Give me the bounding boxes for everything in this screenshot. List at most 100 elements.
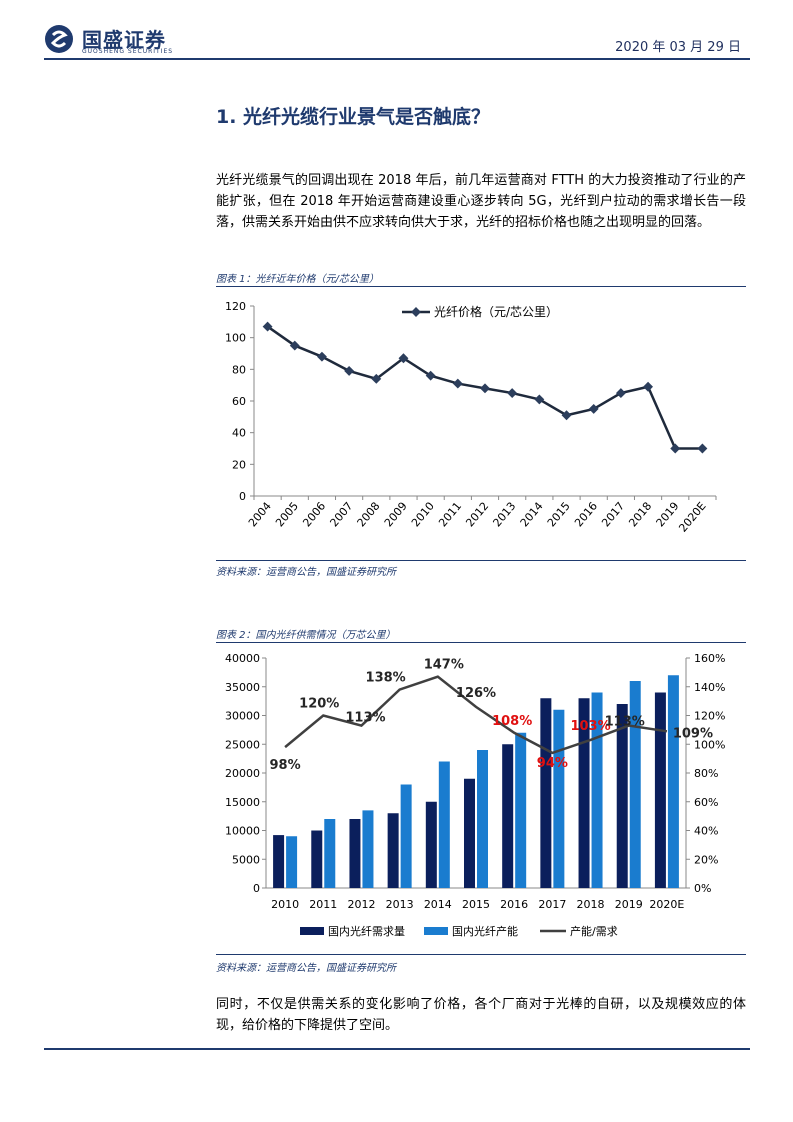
x-tick-label: 2017 [599, 500, 627, 530]
y-tick-label-right: 120% [694, 710, 725, 723]
data-point [561, 410, 572, 421]
bar-demand [502, 744, 514, 888]
x-tick-label: 2013 [491, 500, 519, 530]
y-tick-label-right: 140% [694, 681, 725, 694]
logo-icon [45, 25, 73, 53]
data-point [507, 388, 518, 399]
bar-capacity [438, 761, 450, 888]
x-tick-label: 2017 [538, 898, 566, 911]
x-tick-label: 2011 [309, 898, 337, 911]
x-tick-label: 2014 [518, 500, 546, 530]
section-heading: 1. 光纤光缆行业景气是否触底？ [216, 106, 491, 128]
y-tick-label-left: 10000 [225, 825, 260, 838]
bar-demand [616, 704, 628, 888]
x-tick-label: 2010 [271, 898, 299, 911]
y-tick-label-left: 20000 [225, 767, 260, 780]
y-tick-label-left: 5000 [232, 853, 260, 866]
x-tick-label: 2012 [347, 898, 375, 911]
data-point [371, 373, 382, 384]
data-label-ratio: 98% [270, 758, 301, 773]
y-tick-label: 0 [239, 490, 246, 503]
bar-demand [540, 698, 552, 888]
x-tick-label: 2020E [676, 500, 708, 535]
y-tick-label-left: 35000 [225, 681, 260, 694]
bar-capacity [362, 810, 374, 888]
figure-divider [216, 560, 746, 561]
x-tick-label: 2010 [409, 500, 437, 530]
data-label-ratio: 94% [537, 756, 568, 771]
y-tick-label-right: 20% [694, 853, 718, 866]
data-label-ratio: 103% [570, 719, 610, 734]
legend-swatch-capacity [424, 927, 448, 935]
brand-name-en: GUOSHENG SECURITIES [82, 48, 174, 55]
report-date: 2020 年 03 月 29 日 [615, 40, 741, 55]
figure-divider [216, 954, 746, 955]
x-tick-label: 2005 [273, 500, 301, 530]
x-tick-label: 2007 [327, 500, 355, 530]
x-tick-label: 2019 [615, 898, 643, 911]
legend-label: 国内光纤产能 [452, 924, 518, 938]
bar-capacity [591, 692, 603, 888]
legend-label: 光纤价格（元/芯公里） [434, 304, 558, 319]
y-tick-label-left: 25000 [225, 738, 260, 751]
data-point [262, 321, 273, 332]
bar-demand [273, 835, 285, 888]
y-tick-label-left: 0 [253, 882, 260, 895]
y-tick-label: 20 [232, 458, 246, 471]
x-tick-label: 2004 [246, 500, 274, 530]
x-tick-label: 2009 [382, 500, 410, 530]
y-tick-label-right: 160% [694, 652, 725, 665]
data-point [670, 443, 681, 454]
data-label-ratio: 113% [605, 715, 645, 730]
data-point [480, 383, 490, 394]
x-tick-label: 2011 [436, 500, 464, 530]
supply-demand-chart: 0 5000 10000 15000 20000 25000 30000 35000 40000… [225, 652, 725, 938]
data-label-ratio: 113% [345, 711, 385, 726]
y-tick-label: 80 [232, 363, 246, 376]
y-tick-label: 60 [232, 395, 246, 408]
x-tick-label: 2014 [424, 898, 452, 911]
data-point [344, 365, 355, 376]
data-label-ratio: 147% [424, 658, 464, 673]
x-tick-label: 2020E [649, 898, 684, 911]
data-label-ratio: 138% [366, 671, 406, 686]
body-paragraph: 同时，不仅是供需关系的变化影响了价格，各个厂商对于光棒的自研，以及规模效应的体现… [216, 997, 746, 1033]
bar-capacity [286, 836, 298, 888]
bar-demand [578, 698, 590, 888]
data-label-ratio: 109% [673, 726, 713, 741]
bar-demand [387, 813, 399, 888]
x-tick-label: 2006 [300, 500, 328, 530]
bar-capacity [629, 681, 641, 888]
body-paragraph: 光纤光缆景气的回调出现在 2018 年后，前几年运营商对 FTTH 的大力投资推… [216, 173, 746, 230]
data-point [643, 381, 654, 392]
bar-demand [464, 778, 475, 888]
bar-demand [349, 819, 361, 888]
y-tick-label-left: 40000 [225, 652, 260, 665]
bar-capacity [400, 784, 412, 888]
data-point [697, 443, 708, 454]
figure-source: 资料来源：运营商公告，国盛证券研究所 [216, 567, 396, 578]
y-tick-label: 100 [225, 332, 246, 345]
legend-label: 国内光纤需求量 [328, 924, 405, 938]
series-line-ratio [284, 675, 668, 755]
legend-label: 产能/需求 [570, 924, 618, 938]
figure-divider [216, 642, 746, 643]
x-tick-label: 2018 [577, 898, 605, 911]
x-tick-label: 2016 [572, 500, 600, 530]
data-point [316, 351, 327, 362]
brand-name: 国盛证券 [82, 28, 166, 52]
bar-capacity [553, 709, 565, 888]
data-label-ratio: 108% [492, 714, 532, 729]
x-tick-label: 2015 [545, 500, 573, 530]
x-tick-label: 2012 [463, 500, 491, 530]
bar-demand [425, 801, 437, 888]
y-tick-label-left: 30000 [225, 710, 260, 723]
header-divider [44, 58, 750, 60]
y-tick-label: 40 [232, 427, 246, 440]
y-tick-label-right: 60% [694, 796, 718, 809]
bar-capacity [515, 732, 527, 888]
footer-divider [44, 1048, 750, 1050]
x-tick-label: 2008 [355, 500, 383, 530]
figure-caption: 图表 1：光纤近年价格（元/芯公里） [216, 274, 379, 285]
